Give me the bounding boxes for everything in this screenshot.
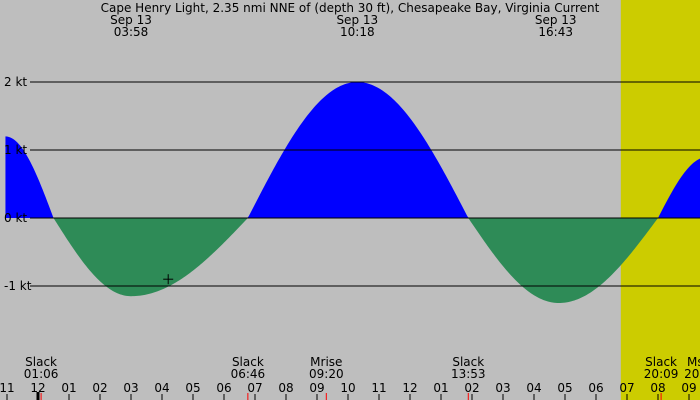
x-tick-label-19: 06	[588, 381, 603, 395]
x-tick-label-7: 06	[216, 381, 231, 395]
x-tick-label-18: 05	[557, 381, 572, 395]
top-time-label-1: 10:18	[340, 25, 375, 39]
event-time-0: 01:06	[24, 367, 59, 381]
x-tick-label-0: 11	[0, 381, 15, 395]
event-label-5: Mset	[687, 355, 700, 369]
x-tick-label-1: 12	[30, 381, 45, 395]
event-label-3: Slack	[452, 355, 484, 369]
event-label-1: Slack	[232, 355, 264, 369]
x-tick-label-13: 12	[402, 381, 417, 395]
chart-title: Cape Henry Light, 2.35 nmi NNE of (depth…	[101, 1, 600, 15]
x-tick-label-12: 11	[371, 381, 386, 395]
x-tick-label-22: 09	[681, 381, 696, 395]
x-tick-label-16: 03	[495, 381, 510, 395]
x-tick-label-15: 02	[464, 381, 479, 395]
x-tick-label-4: 03	[123, 381, 138, 395]
x-tick-label-3: 02	[92, 381, 107, 395]
x-tick-label-20: 07	[619, 381, 634, 395]
x-tick-label-17: 04	[526, 381, 541, 395]
x-tick-label-9: 08	[278, 381, 293, 395]
event-time-2: 09:20	[309, 367, 344, 381]
top-time-label-2: 16:43	[538, 25, 573, 39]
x-tick-label-6: 05	[185, 381, 200, 395]
y-tick-label-3: -1 kt	[4, 279, 32, 293]
y-tick-label-0: 2 kt	[4, 75, 27, 89]
event-label-2: Mrise	[310, 355, 342, 369]
event-time-1: 06:46	[231, 367, 266, 381]
event-time-5: 20:19	[684, 367, 700, 381]
top-date-label-1: Sep 13	[336, 13, 378, 27]
y-tick-label-1: 1 kt	[4, 143, 27, 157]
x-tick-label-14: 01	[433, 381, 448, 395]
x-tick-label-21: 08	[650, 381, 665, 395]
x-tick-label-11: 10	[340, 381, 355, 395]
x-tick-label-5: 04	[154, 381, 169, 395]
event-time-3: 13:53	[451, 367, 486, 381]
x-tick-label-10: 09	[309, 381, 324, 395]
y-tick-label-2: 0 kt	[4, 211, 27, 225]
event-label-4: Slack	[645, 355, 677, 369]
event-label-0: Slack	[25, 355, 57, 369]
top-date-label-0: Sep 13	[110, 13, 152, 27]
ebb-current-area	[5, 218, 700, 303]
top-date-label-2: Sep 13	[535, 13, 577, 27]
x-tick-label-8: 07	[247, 381, 262, 395]
top-time-label-0: 03:58	[114, 25, 149, 39]
x-tick-label-2: 01	[61, 381, 76, 395]
event-time-4: 20:09	[644, 367, 679, 381]
